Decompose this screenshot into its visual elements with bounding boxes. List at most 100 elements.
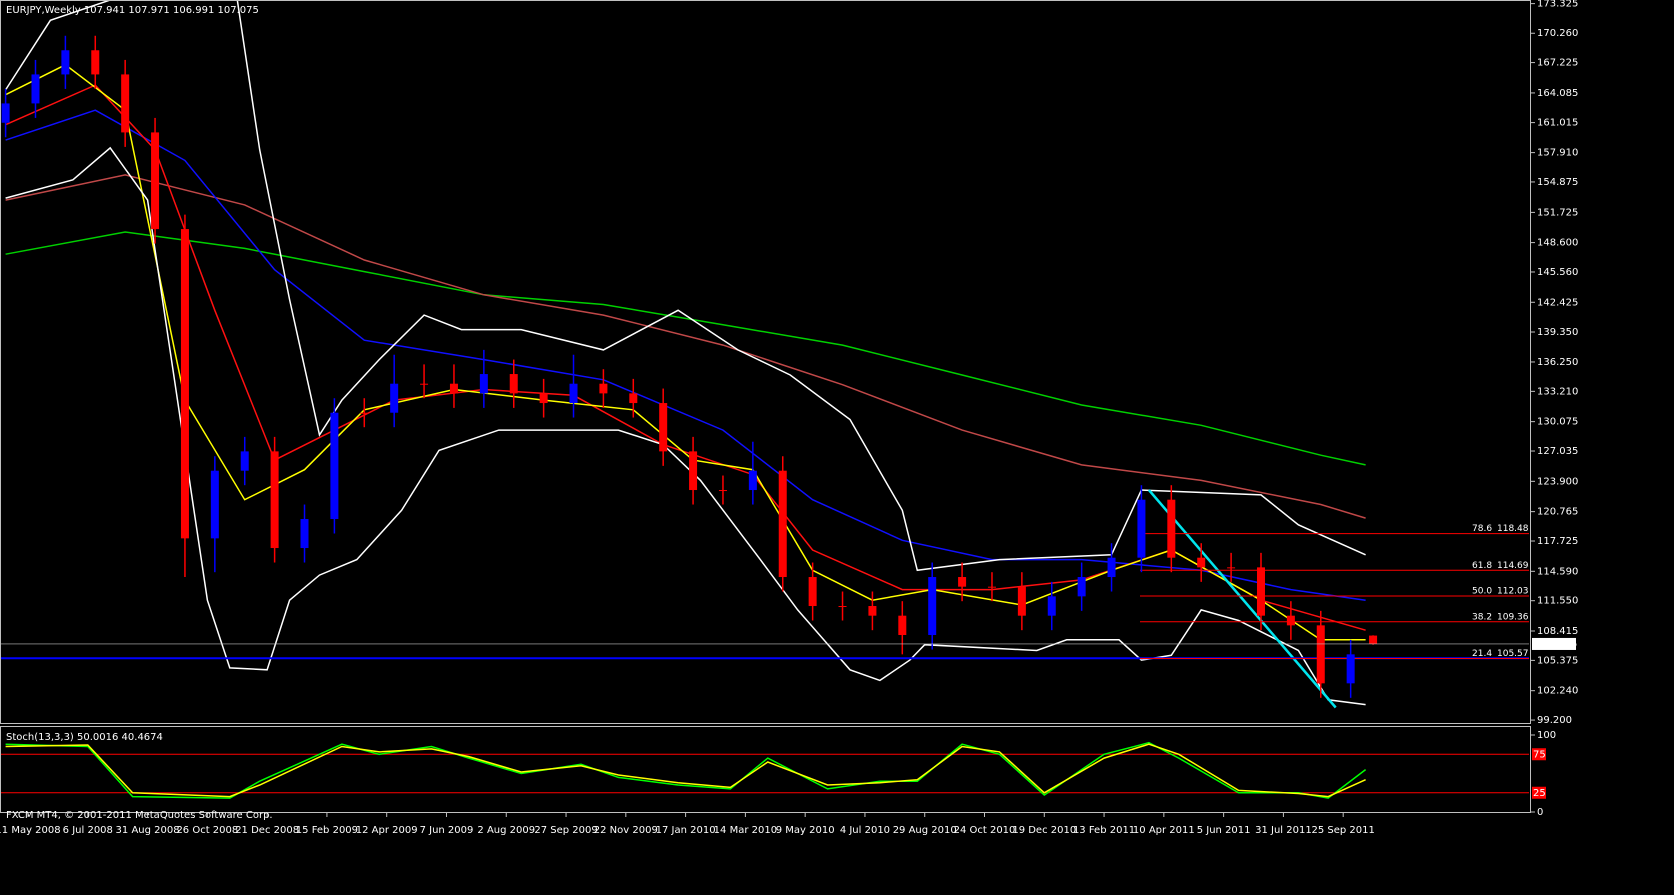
candle-body [718,490,727,492]
candle-body [31,74,40,104]
x-tick-label: 29 Aug 2010 [893,825,957,836]
x-tick-label: 12 Apr 2009 [356,825,418,836]
footer: FXCM MT4, © 2001-2011 MetaQuotes Softwar… [6,810,273,821]
y-tick-label: 123.900 [1537,476,1578,487]
candle-body [928,577,937,636]
candle-body [420,383,429,385]
stoch-line [5,741,1367,799]
x-tick-label: 22 Nov 2009 [594,825,658,836]
candle-body [629,393,638,404]
x-tick-label: 2 Aug 2009 [477,825,535,836]
x-tick-label: 6 Jul 2008 [63,825,113,836]
y-tick-label: 142.425 [1537,297,1578,308]
overlay-line [5,174,1366,519]
candle-body [1107,557,1116,578]
candle-body [1137,499,1146,558]
candle-body [748,470,757,491]
candle-body [1346,654,1355,684]
y-tick-label: 154.875 [1537,177,1578,188]
x-tick-label: 9 May 2010 [776,825,835,836]
chart-title: EURJPY,Weekly 107.941 107.971 106.991 10… [6,5,259,16]
y-tick-label: 161.015 [1537,118,1578,129]
candle-body [121,74,130,133]
x-tick-label: 21 Dec 2008 [235,825,299,836]
price-box [1532,637,1576,650]
axes: 173.325 170.260 167.225 164.085 161.015 157.9… [0,0,1578,836]
y-tick-label: 145.560 [1537,267,1578,278]
candle-body [91,50,100,75]
x-tick-label: 19 Dec 2010 [1012,825,1076,836]
x-tick-label: 5 Jun 2011 [1197,825,1251,836]
candle-body [659,403,668,452]
fib-price: 118.487 [1497,524,1534,534]
candle-body [599,383,608,394]
fib-ratio: 61.8 [1472,561,1492,571]
y-tick-label: 170.260 [1537,28,1578,39]
candle-body [210,470,219,539]
candle-body [778,470,787,578]
x-tick-label: 7 Jun 2009 [420,825,474,836]
x-tick-label: 4 Jul 2010 [840,825,890,836]
x-tick-label: 11 May 2008 [0,825,61,836]
candle-body [61,50,70,75]
candle-body [1,103,10,123]
y-tick-label: 130.075 [1537,417,1578,428]
candle-body [838,606,847,608]
y-tick-label: 164.085 [1537,88,1578,99]
candle-body [330,412,339,520]
stoch-title: Stoch(13,3,3) 50.0016 40.4674 [6,732,163,743]
candle-body [1256,567,1265,616]
overlay-line [5,109,1366,601]
y-tick-label: 114.590 [1537,566,1578,577]
stoch-panel [0,726,1531,813]
y-tick-label: 102.240 [1537,686,1578,697]
candle-body [689,451,698,491]
x-tick-label: 24 Oct 2010 [954,825,1016,836]
x-tick-label: 31 Jul 2011 [1255,825,1312,836]
candle-body [1316,625,1325,684]
candle-body [868,606,877,616]
x-tick-label: 10 Apr 2011 [1133,825,1195,836]
candle-body [390,383,399,413]
fib-ratio: 50.0 [1472,587,1492,597]
x-tick-label: 27 Sep 2009 [534,825,597,836]
y-tick-label: 136.250 [1537,357,1578,368]
y-tick-label: 151.725 [1537,207,1578,218]
x-tick-label: 26 Oct 2008 [176,825,238,836]
candle-body [300,519,309,549]
level-box [1532,786,1546,799]
overlay-line [1147,489,1337,709]
candle-body [1047,596,1056,616]
y-tick-label: 99.200 [1537,715,1572,726]
level-label: 75 [1533,749,1546,760]
candle-body [808,577,817,607]
x-tick-label: 25 Sep 2011 [1311,825,1374,836]
y-tick-label: 133.210 [1537,386,1578,397]
candle-body [569,383,578,404]
fib-ratio: 38.2 [1472,612,1492,622]
candle-body [449,383,458,394]
candle-body [509,374,518,394]
overlay-line [5,146,1366,706]
candle-body [958,577,967,587]
y-tick-label: 127.035 [1537,446,1578,457]
x-tick-label: 13 Feb 2011 [1073,825,1135,836]
fib-price: 105.572 [1497,649,1534,659]
candle-body [360,412,369,414]
candle-body [987,586,996,588]
y-tick-label: 148.600 [1537,238,1578,249]
candle-body [1227,567,1236,569]
candle-body [479,374,488,394]
overlay-line [5,84,1366,631]
y-tick-label: 120.765 [1537,507,1578,518]
main-plot: 78.6 118.487 61.8 114.694 50.0 112.030 38.2 109… [1,1,1534,709]
y-tick-label: 167.225 [1537,58,1578,69]
candle-body [1197,557,1206,568]
x-tick-label: 14 Mar 2010 [714,825,777,836]
fib-ratio: 21.4 [1472,649,1492,659]
fib-price: 112.030 [1497,587,1534,597]
x-tick-label: 31 Aug 2008 [116,825,180,836]
y-tick-label: 0 [1537,807,1543,818]
candle-body [898,615,907,636]
